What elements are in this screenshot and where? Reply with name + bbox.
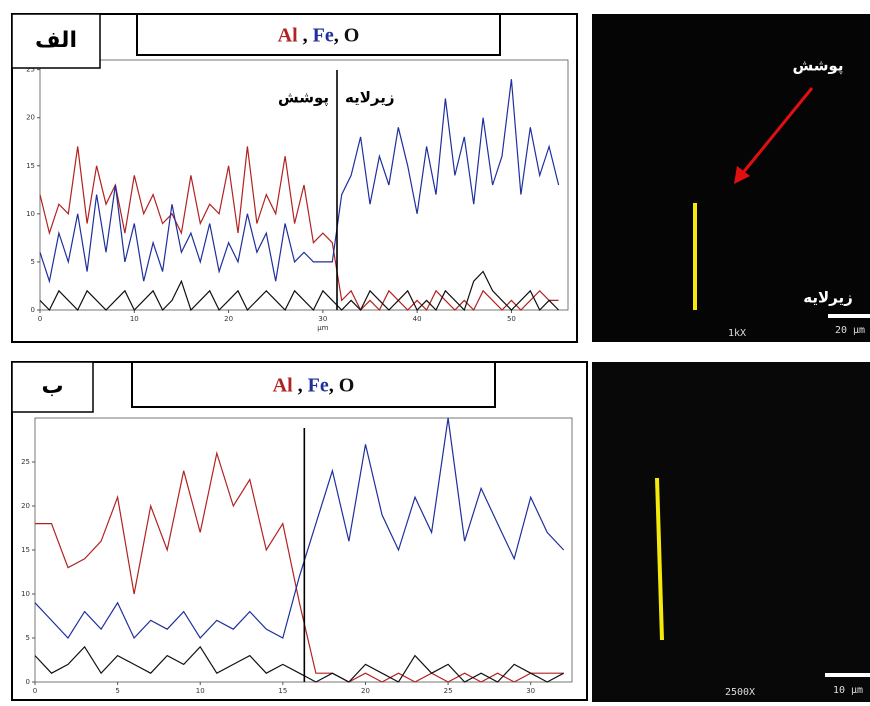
plot-frame [39,59,569,311]
x-tick-label: 25 [444,687,453,695]
y-tick-label: 0 [26,678,30,686]
x-tick-label: 15 [278,687,287,695]
legend: Al , Fe, O [278,24,360,46]
arrow [740,87,814,175]
arrow-head [734,166,750,184]
data-line [35,450,564,683]
legend-entry: Fe [308,374,329,396]
scan-line [655,477,664,641]
sem-image [592,14,870,342]
x-axis-label: µm [317,324,328,332]
panel-label: ب [41,374,63,399]
region-label: پوشش [278,89,329,108]
data-line [34,417,565,640]
legend-entry: Al [278,24,298,46]
x-tick-label: 30 [318,315,327,323]
y-tick-label: 15 [26,162,35,170]
data-line [39,79,560,284]
scale-label: 20 µm [835,325,865,336]
y-tick-label: 25 [26,66,35,74]
x-tick-label: 20 [224,315,233,323]
legend-entry: Al [273,374,293,396]
x-tick-label: 30 [526,687,535,695]
data-line [39,270,560,312]
y-tick-label: 20 [21,502,30,510]
magnification: 2500X [725,687,755,698]
legend-entry: O [344,24,360,46]
y-tick-label: 0 [31,306,35,314]
legend-entry: O [339,374,355,396]
y-tick-label: 15 [21,546,30,554]
scale-label: 10 µm [833,685,863,696]
x-tick-label: 0 [38,315,42,323]
data-line [34,645,564,683]
panel-label: الف [35,28,77,53]
legend-separator: , [329,374,339,396]
x-tick-label: 5 [115,687,119,695]
legend-separator: , [293,374,308,396]
sem-image [592,362,870,702]
scale-bar [828,314,870,318]
legend-box [131,361,496,408]
y-tick-label: 10 [21,590,30,598]
panel-label-box [11,13,101,69]
x-tick-label: 0 [33,687,37,695]
panel-label-box [11,361,94,413]
y-tick-label: 10 [26,210,35,218]
legend-separator: , [334,24,344,46]
legend-entry: Fe [313,24,334,46]
legend: Al , Fe, O [273,374,355,396]
y-tick-label: 20 [26,114,35,122]
legend-box [136,13,501,56]
image-label: پوشش [793,57,844,76]
x-tick-label: 40 [413,315,422,323]
region-label: زیرلایه [345,89,395,107]
image-label: زیرلایه [803,289,853,307]
scale-bar [825,673,870,677]
x-tick-label: 50 [507,315,516,323]
x-tick-label: 10 [130,315,139,323]
x-tick-label: 10 [196,687,205,695]
y-tick-label: 5 [31,258,35,266]
data-line [39,146,559,312]
y-tick-label: 25 [21,458,30,466]
legend-separator: , [298,24,313,46]
x-tick-label: 20 [361,687,370,695]
y-tick-label: 5 [26,634,30,642]
magnification: 1kX [728,328,746,339]
